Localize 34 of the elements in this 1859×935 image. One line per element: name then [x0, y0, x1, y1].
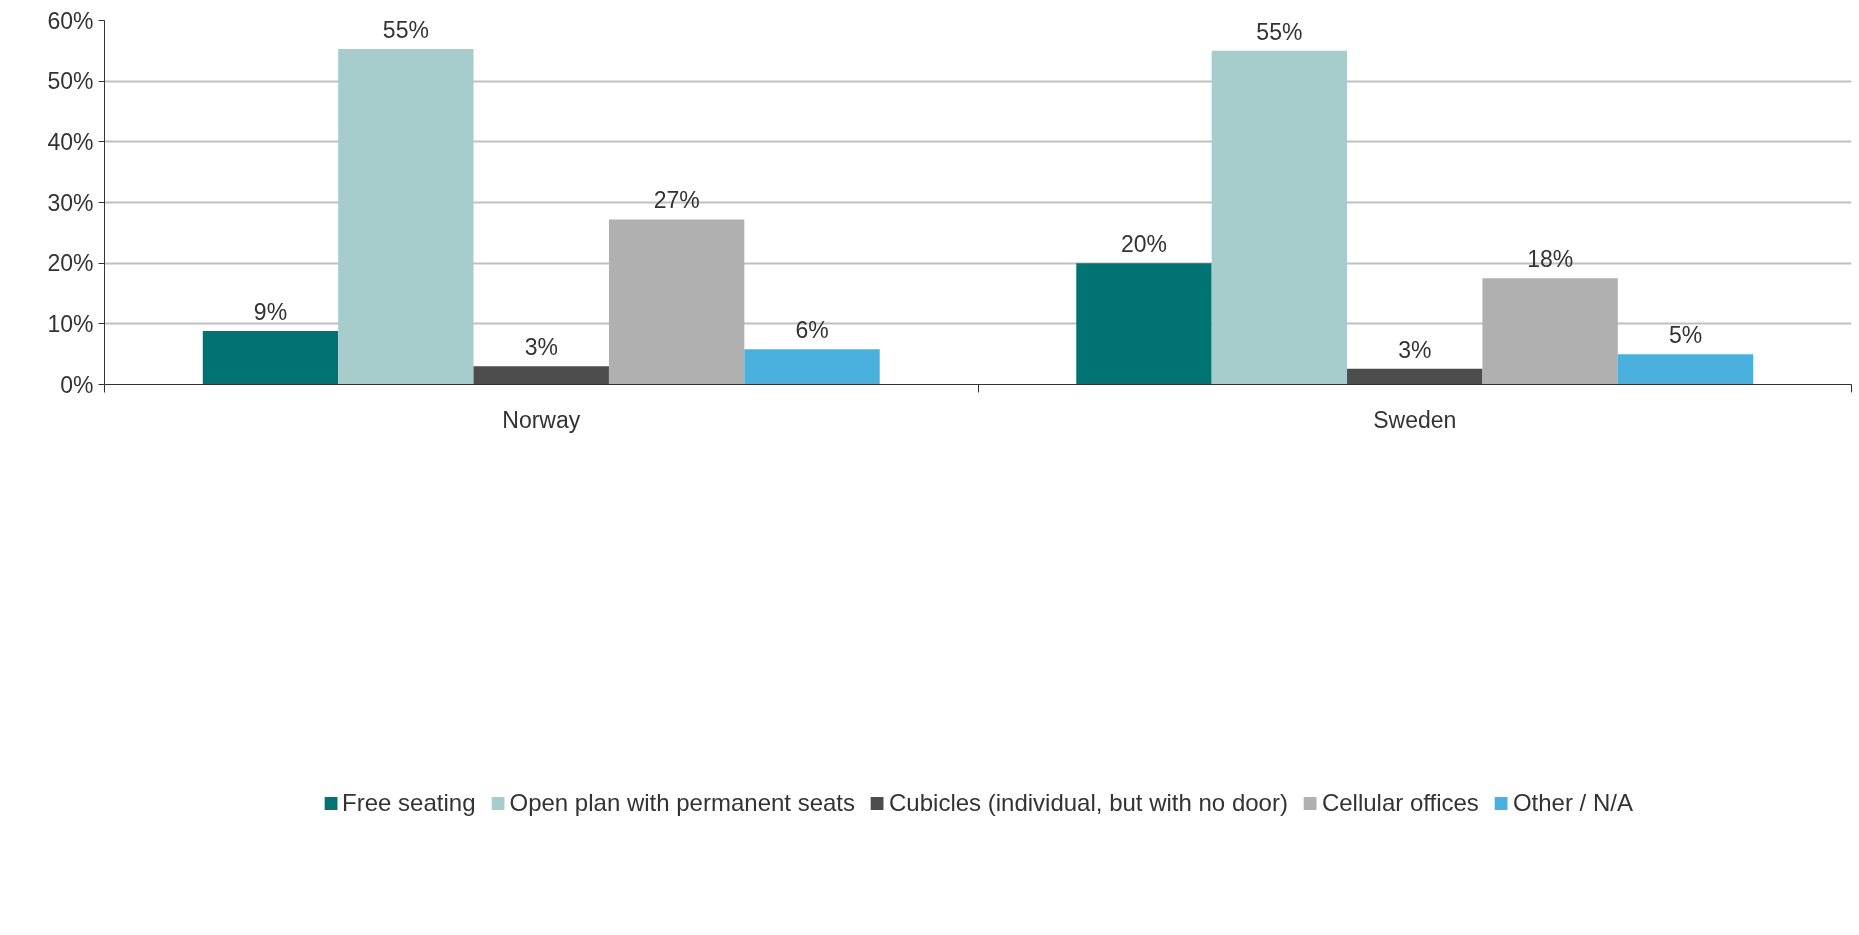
data-label: 5%	[1668, 322, 1703, 349]
bar	[1347, 368, 1483, 385]
legend-label: Open plan with permanent seats	[509, 789, 856, 817]
y-tick-label: 40%	[47, 128, 94, 155]
legend-label: Cubicles (individual, but with no door)	[889, 789, 1288, 817]
y-tick-label: 30%	[47, 189, 94, 216]
bar	[1076, 263, 1212, 385]
bar	[1617, 354, 1754, 385]
data-label: 6%	[795, 317, 829, 344]
y-tick-label: 60%	[47, 7, 94, 34]
bar	[1482, 278, 1618, 385]
data-label: 55%	[382, 17, 429, 44]
data-label: 55%	[1256, 18, 1303, 45]
x-tick-label: Norway	[502, 406, 581, 433]
data-label: 3%	[1398, 336, 1432, 363]
bar	[744, 349, 880, 385]
data-label: 9%	[253, 299, 288, 326]
legend-label: Other / N/A	[1512, 789, 1633, 817]
data-label: 18%	[1527, 246, 1574, 273]
y-tick-label: 0%	[60, 371, 94, 398]
legend-label: Cellular offices	[1321, 789, 1479, 817]
x-tick-label: Sweden	[1373, 406, 1457, 433]
data-label: 20%	[1120, 231, 1167, 258]
y-tick-label: 20%	[47, 250, 94, 277]
data-label: 3%	[524, 334, 558, 361]
legend-label: Free seating	[342, 789, 476, 817]
bar	[608, 219, 745, 385]
y-tick-label: 10%	[47, 310, 94, 337]
y-tick-label: 50%	[47, 68, 94, 95]
bar	[202, 331, 339, 385]
bar	[1211, 50, 1348, 385]
bar	[473, 366, 609, 385]
data-label: 27%	[653, 187, 700, 214]
bar	[338, 49, 474, 385]
